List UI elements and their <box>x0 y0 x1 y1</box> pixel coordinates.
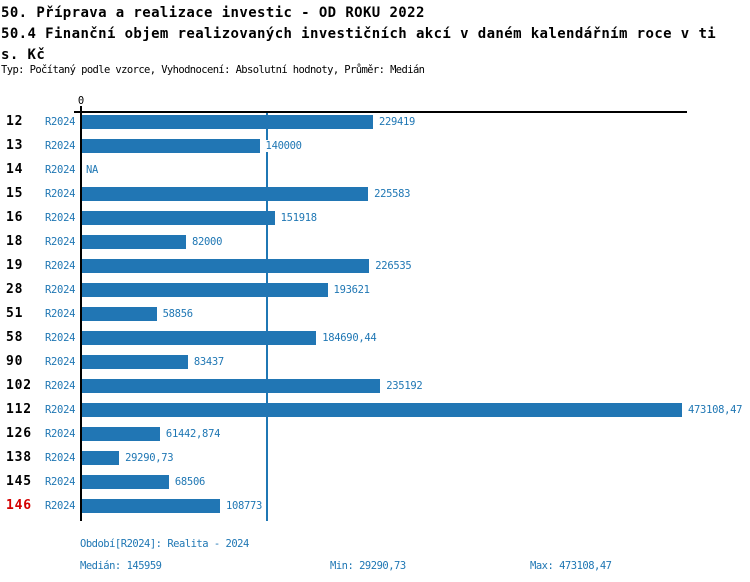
row-period-label: R2024 <box>45 164 76 176</box>
report-title-line-2: 50.4 Finanční objem realizovaných invest… <box>1 26 717 42</box>
row-id-label: 19 <box>6 258 24 273</box>
row-period-label: R2024 <box>45 212 76 224</box>
bar <box>82 235 186 249</box>
bar-value-label: 29290,73 <box>123 452 176 464</box>
bar-na-label: NA <box>84 164 101 176</box>
bar-value-label: 68506 <box>172 476 207 488</box>
bar <box>82 355 188 369</box>
x-axis-zero-label: 0 <box>77 95 85 107</box>
bar <box>82 499 220 513</box>
row-id-label: 112 <box>6 402 32 417</box>
row-id-label: 16 <box>6 210 24 225</box>
row-id-label: 102 <box>6 378 32 393</box>
row-id-label: 18 <box>6 234 24 249</box>
row-id-label: 13 <box>6 138 24 153</box>
row-id-label: 58 <box>6 330 24 345</box>
row-id-label: 15 <box>6 186 24 201</box>
bar <box>82 427 160 441</box>
y-axis-line <box>80 106 82 521</box>
row-period-label: R2024 <box>45 476 76 488</box>
bar <box>82 211 275 225</box>
bar <box>82 331 317 345</box>
row-id-label: 28 <box>6 282 24 297</box>
row-period-label: R2024 <box>45 236 76 248</box>
report-title-line-1: 50. Příprava a realizace investic - OD R… <box>1 5 425 21</box>
bar <box>82 403 682 417</box>
row-id-label: 138 <box>6 450 32 465</box>
row-id-label: 145 <box>6 474 32 489</box>
bar <box>82 307 157 321</box>
row-period-label: R2024 <box>45 428 76 440</box>
bar-value-label: 193621 <box>331 284 372 296</box>
row-period-label: R2024 <box>45 404 76 416</box>
bar-value-label: 473108,47 <box>686 404 745 416</box>
row-period-label: R2024 <box>45 308 76 320</box>
bar-value-label: 140000 <box>263 140 304 152</box>
row-id-label: 90 <box>6 354 24 369</box>
row-period-label: R2024 <box>45 452 76 464</box>
bar-value-label: 184690,44 <box>320 332 379 344</box>
bar-value-label: 83437 <box>191 356 226 368</box>
row-period-label: R2024 <box>45 140 76 152</box>
footer-min-stat: Min: 29290,73 <box>330 560 406 572</box>
row-period-label: R2024 <box>45 116 76 128</box>
bar <box>82 451 120 465</box>
report-title-line-3: s. Kč <box>1 47 46 63</box>
footer-period-info: Období[R2024]: Realita - 2024 <box>80 538 249 550</box>
row-period-label: R2024 <box>45 188 76 200</box>
row-period-label: R2024 <box>45 500 76 512</box>
bar-value-label: 58856 <box>160 308 195 320</box>
bar-value-label: 108773 <box>223 500 265 512</box>
row-period-label: R2024 <box>45 380 76 392</box>
bar <box>82 259 370 273</box>
row-period-label: R2024 <box>45 332 76 344</box>
bar <box>82 187 369 201</box>
bar-value-label: 61442,874 <box>163 428 223 440</box>
bar-value-label: 235192 <box>384 380 425 392</box>
bar-value-label: 225583 <box>372 188 413 200</box>
median-line <box>266 113 269 521</box>
row-period-label: R2024 <box>45 284 76 296</box>
bar-value-label: 151918 <box>278 212 319 224</box>
footer-median-stat: Medián: 145959 <box>80 560 162 572</box>
x-axis-line <box>74 111 687 113</box>
row-period-label: R2024 <box>45 356 76 368</box>
bar <box>82 115 373 129</box>
bar <box>82 475 169 489</box>
bar <box>82 379 381 393</box>
row-id-label: 146 <box>6 498 32 513</box>
bar <box>82 283 328 297</box>
row-id-label: 14 <box>6 162 24 177</box>
row-id-label: 12 <box>6 114 24 129</box>
bar <box>82 139 260 153</box>
row-id-label: 126 <box>6 426 32 441</box>
footer-max-stat: Max: 473108,47 <box>530 560 612 572</box>
bar-value-label: 226535 <box>373 260 414 272</box>
row-id-label: 51 <box>6 306 24 321</box>
bar-value-label: 82000 <box>189 236 225 248</box>
row-period-label: R2024 <box>45 260 76 272</box>
report-meta-line: Typ: Počítaný podle vzorce, Vyhodnocení:… <box>1 64 425 76</box>
bar-value-label: 229419 <box>376 116 418 128</box>
